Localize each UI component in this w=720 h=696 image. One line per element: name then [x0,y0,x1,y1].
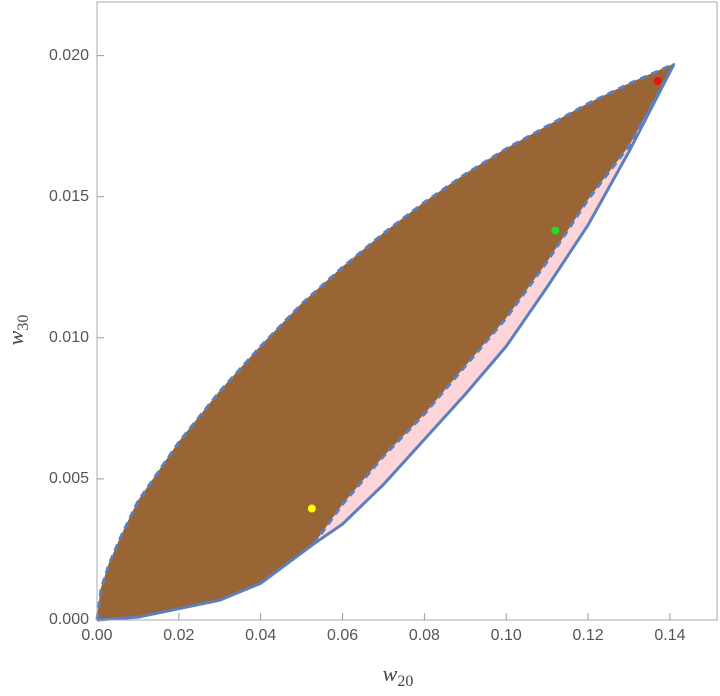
x-tick-label: 0.04 [245,627,276,644]
x-label-sub: 20 [397,673,413,690]
boundary-curve [312,63,676,545]
y-tick-label: 0.010 [49,329,89,346]
point [551,226,560,235]
x-axis-label: w20 [383,661,414,690]
y-label-sub: 30 [15,315,32,331]
y-label-base: w [3,330,28,345]
point [307,504,316,513]
x-tick-label: 0.02 [163,627,194,644]
y-axis-label: w30 [3,315,32,346]
y-tick-label: 0.020 [49,47,89,64]
frame [96,1,718,621]
region-fill [96,63,676,621]
x-label-base: w [383,661,398,686]
x-tick-label: 0.00 [81,627,112,644]
x-tick-label: 0.10 [491,627,522,644]
y-tick-label: 0.005 [49,470,89,487]
boundary-curve [95,62,675,621]
x-tick-label: 0.12 [573,627,604,644]
y-tick-label: 0.000 [49,611,89,628]
y-tick-label: 0.015 [49,188,89,205]
x-tick-label: 0.06 [327,627,358,644]
x-tick-label: 0.14 [654,627,685,644]
x-tick-label: 0.08 [409,627,440,644]
point [653,77,662,86]
boundary-curve [96,63,676,622]
